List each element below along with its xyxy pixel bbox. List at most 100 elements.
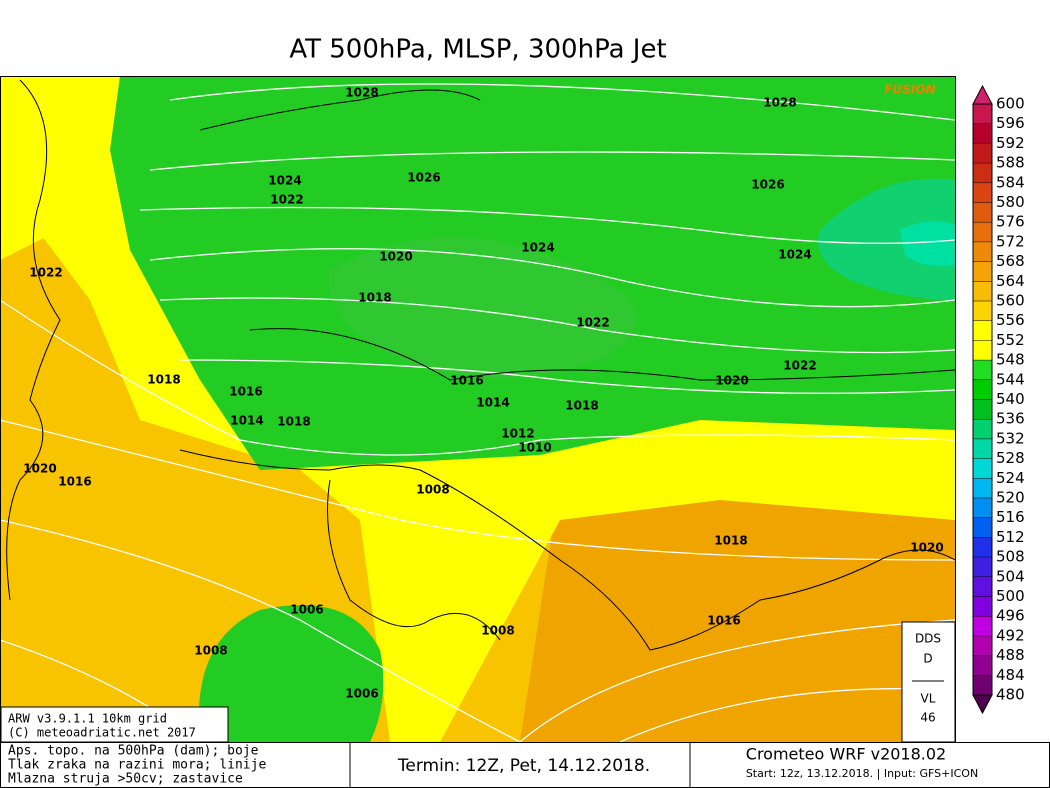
colorbar-swatch: [973, 596, 992, 617]
colorbar-swatch: [973, 241, 992, 262]
colorbar-label: 516: [996, 508, 1025, 526]
height-zone: [818, 178, 955, 300]
height-zone: [328, 237, 637, 378]
colorbar-label: 596: [996, 114, 1025, 132]
isobar-label: 1016: [707, 614, 740, 628]
colorbar-label: 576: [996, 213, 1025, 231]
colorbar-label: 500: [996, 587, 1025, 605]
isobar-label: 1006: [290, 603, 323, 617]
colorbar-label: 544: [996, 370, 1025, 388]
colorbar-swatch: [973, 222, 992, 242]
colorbar-label: 552: [996, 331, 1025, 349]
colorbar-label: 536: [996, 410, 1025, 428]
colorbar-swatch: [973, 576, 992, 597]
colorbar-swatch: [973, 537, 992, 558]
colorbar-swatch: [973, 281, 992, 301]
isobar-label: 1018: [147, 373, 180, 387]
colorbar-swatch: [973, 478, 992, 498]
colorbar-label: 480: [996, 686, 1025, 704]
coastlines: [6, 79, 955, 651]
isobar-label: 1022: [783, 359, 816, 373]
height-zone: [900, 221, 955, 267]
height-zone: [0, 150, 60, 260]
info-text: (C) meteoadriatic.net 2017: [8, 726, 196, 740]
isobar-label: 1018: [714, 534, 747, 548]
isobar-label: 1020: [715, 374, 748, 388]
isobar-label: 1018: [358, 291, 391, 305]
colorbar-swatch: [973, 143, 992, 164]
model-details: Start: 12z, 13.12.2018. | Input: GFS+ICO…: [746, 767, 978, 780]
isobar-label: 1020: [910, 541, 943, 555]
colorbar-label: 512: [996, 528, 1025, 546]
colorbar-label: 492: [996, 626, 1025, 644]
colorbar-swatch: [973, 163, 992, 183]
dds-text: D: [923, 652, 932, 666]
isobar-label: 1018: [565, 399, 598, 413]
legend-text: Aps. topo. na 500hPa (dam); boje: [8, 744, 259, 759]
colorbar-under: [972, 694, 993, 715]
colorbar-label: 528: [996, 449, 1025, 467]
brand: FUSION: [884, 83, 935, 97]
legend-text: Tlak zraka na razini mora; linije: [8, 758, 266, 773]
isobar-label: 1016: [58, 475, 91, 489]
isobar-label: 1024: [268, 174, 301, 188]
colorbar-swatch: [973, 498, 992, 518]
dds-text: DDS: [915, 632, 941, 646]
isobar-label: 1026: [407, 171, 440, 185]
colorbar-label: 484: [996, 666, 1025, 684]
run-time: Termin: 12Z, Pet, 14.12.2018.: [397, 756, 650, 776]
isobar-label: 1008: [194, 644, 227, 658]
colorbar-label: 560: [996, 292, 1025, 310]
colorbar-label: 556: [996, 311, 1025, 329]
isobar-label: 1024: [778, 248, 811, 262]
colorbar-label: 572: [996, 232, 1025, 250]
colorbar-label: 588: [996, 154, 1025, 172]
colorbar-swatch: [973, 123, 992, 144]
isobar-label: 1026: [751, 178, 784, 192]
colorbar-label: 508: [996, 548, 1025, 566]
colorbar-swatch: [973, 616, 992, 636]
colorbar-swatch: [973, 360, 992, 380]
colorbar-label: 584: [996, 173, 1025, 191]
colorbar-label: 600: [996, 95, 1025, 113]
colorbar-label: 592: [996, 134, 1025, 152]
isobar-label: 1006: [345, 687, 378, 701]
isobar-label: 1010: [518, 441, 551, 455]
height-zone: [0, 76, 955, 742]
model-name: Crometeo WRF v2018.02: [746, 745, 946, 764]
colorbar-label: 496: [996, 607, 1025, 625]
isobar-label: 1022: [576, 316, 609, 330]
isobar-label: 1022: [270, 193, 303, 207]
isobar-label: 1024: [521, 241, 554, 255]
isobar-label: 1022: [29, 266, 62, 280]
colorbar-swatch: [973, 320, 992, 341]
colorbar-swatch: [973, 104, 992, 124]
colorbar-swatch: [973, 261, 992, 282]
isobar-label: 1012: [501, 427, 534, 441]
colorbar-swatch: [973, 557, 992, 577]
isobar-label: 1020: [379, 250, 412, 264]
colorbar-swatch: [973, 635, 992, 656]
dds-text: 46: [920, 711, 935, 725]
colorbar-label: 504: [996, 567, 1025, 585]
colorbar-label: 568: [996, 252, 1025, 270]
info-text: ARW v3.9.1.1 10km grid: [8, 712, 167, 726]
colorbar-swatch: [973, 379, 992, 400]
dds-box: [901, 621, 956, 743]
colorbar-label: 540: [996, 390, 1025, 408]
colorbar-label: 520: [996, 489, 1025, 507]
colorbar-swatch: [973, 458, 992, 479]
colorbar: 6005965925885845805765725685645605565525…: [972, 84, 1025, 715]
colorbar-swatch: [973, 340, 992, 361]
colorbar-swatch: [973, 399, 992, 420]
colorbar-label: 548: [996, 351, 1025, 369]
isobar-label: 1008: [416, 483, 449, 497]
colorbar-swatch: [973, 419, 992, 439]
colorbar-swatch: [973, 655, 992, 676]
info-box: [0, 706, 229, 743]
isobar-label: 1016: [229, 385, 262, 399]
colorbar-swatch: [973, 675, 992, 695]
colorbar-swatch: [973, 517, 992, 538]
